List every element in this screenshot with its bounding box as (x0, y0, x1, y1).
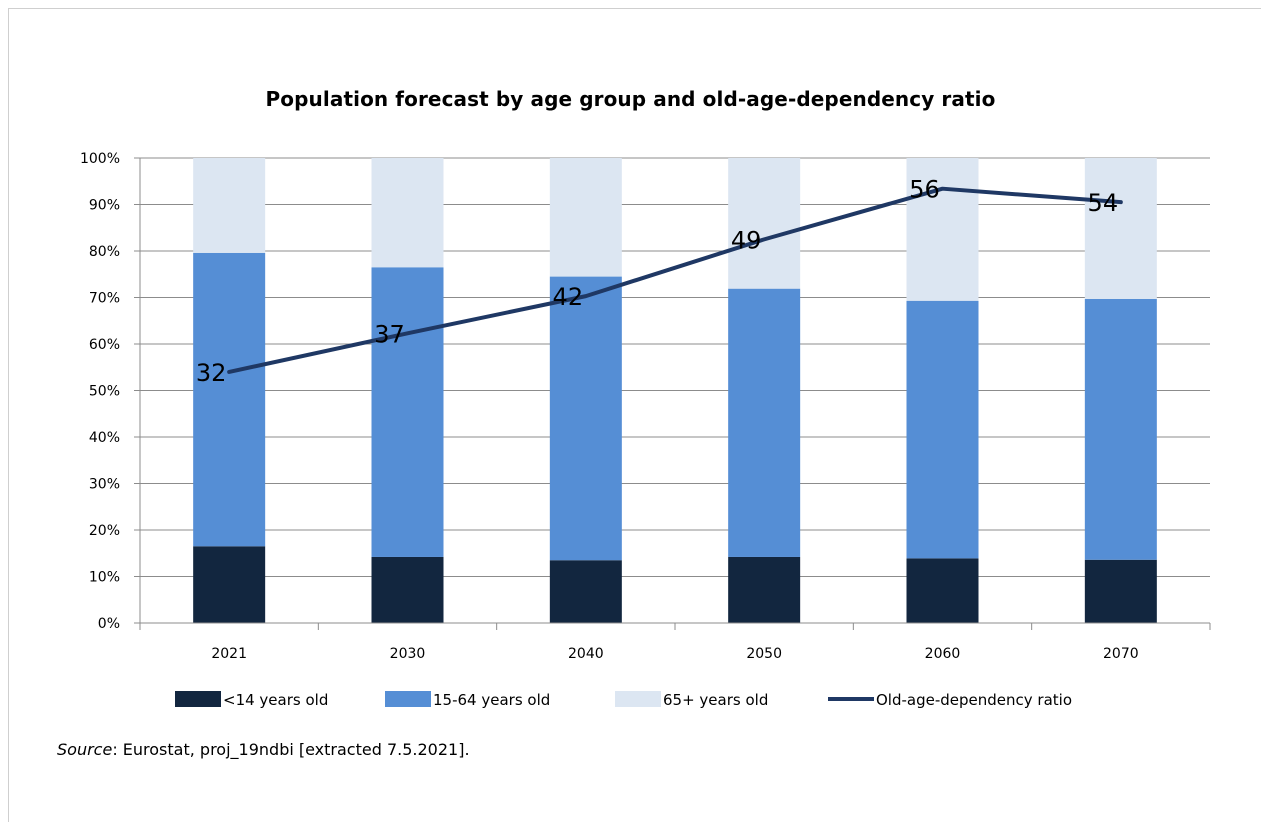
bar-segment (728, 556, 801, 623)
bar-segment (371, 267, 444, 557)
chart-title: Population forecast by age group and old… (265, 87, 996, 111)
y-tick-label: 90% (89, 198, 120, 214)
bar-segment (1084, 298, 1157, 560)
legend-item: Old-age-dependency ratio (828, 691, 1072, 709)
source-text: : Eurostat, proj_19ndbi [extracted 7.5.2… (112, 740, 470, 759)
bar-segment (906, 158, 979, 301)
dependency-ratio-line (227, 186, 1123, 374)
legend-item: 15-64 years old (385, 691, 550, 709)
bar-segment (193, 546, 266, 623)
chart-frame (8, 8, 1261, 822)
x-tick-label: 2040 (568, 646, 604, 662)
bar-segment (549, 158, 622, 277)
bar-segment (549, 276, 622, 561)
bar-segment (906, 558, 979, 623)
y-tick-label: 60% (89, 337, 120, 353)
source-label: Source (57, 740, 113, 759)
bar-segment (193, 252, 266, 547)
bar-segment (193, 158, 266, 253)
legend-item: <14 years old (175, 691, 328, 709)
legend-swatch (615, 691, 661, 707)
bar-segment (906, 300, 979, 559)
legend-label: 65+ years old (663, 691, 768, 709)
bar-segment (371, 158, 444, 268)
legend-swatch (175, 691, 221, 707)
x-tick-label: 2021 (211, 646, 247, 662)
y-tick-label: 80% (89, 244, 120, 260)
y-tick-label: 40% (89, 430, 120, 446)
bar-segment (371, 556, 444, 623)
bar-segment (1084, 158, 1157, 299)
bar-segment (549, 560, 622, 623)
data-label: 49 (731, 226, 762, 254)
x-tick-label: 2060 (925, 646, 961, 662)
x-tick-label: 2030 (390, 646, 426, 662)
y-tick-label: 70% (89, 291, 120, 307)
data-label: 56 (909, 176, 940, 204)
y-tick-label: 30% (89, 477, 120, 493)
y-tick-label: 20% (89, 523, 120, 539)
y-tick-label: 10% (89, 570, 120, 586)
legend-label: <14 years old (223, 691, 328, 709)
x-tick-label: 2050 (746, 646, 782, 662)
data-label: 42 (553, 283, 584, 311)
legend-label: Old-age-dependency ratio (876, 691, 1072, 709)
data-label: 54 (1088, 189, 1119, 217)
data-label: 32 (196, 359, 227, 387)
legend-swatch (385, 691, 431, 707)
bar-segment (1084, 559, 1157, 623)
x-tick-label: 2070 (1103, 646, 1139, 662)
y-tick-label: 100% (80, 151, 120, 167)
source-note: Source: Eurostat, proj_19ndbi [extracted… (57, 740, 470, 759)
data-label: 37 (374, 320, 405, 348)
legend-label: 15-64 years old (433, 691, 550, 709)
y-tick-label: 0% (98, 616, 120, 632)
bar-segment (728, 158, 801, 289)
y-tick-label: 50% (89, 384, 120, 400)
legend-item: 65+ years old (615, 691, 768, 709)
bar-segment (728, 288, 801, 557)
